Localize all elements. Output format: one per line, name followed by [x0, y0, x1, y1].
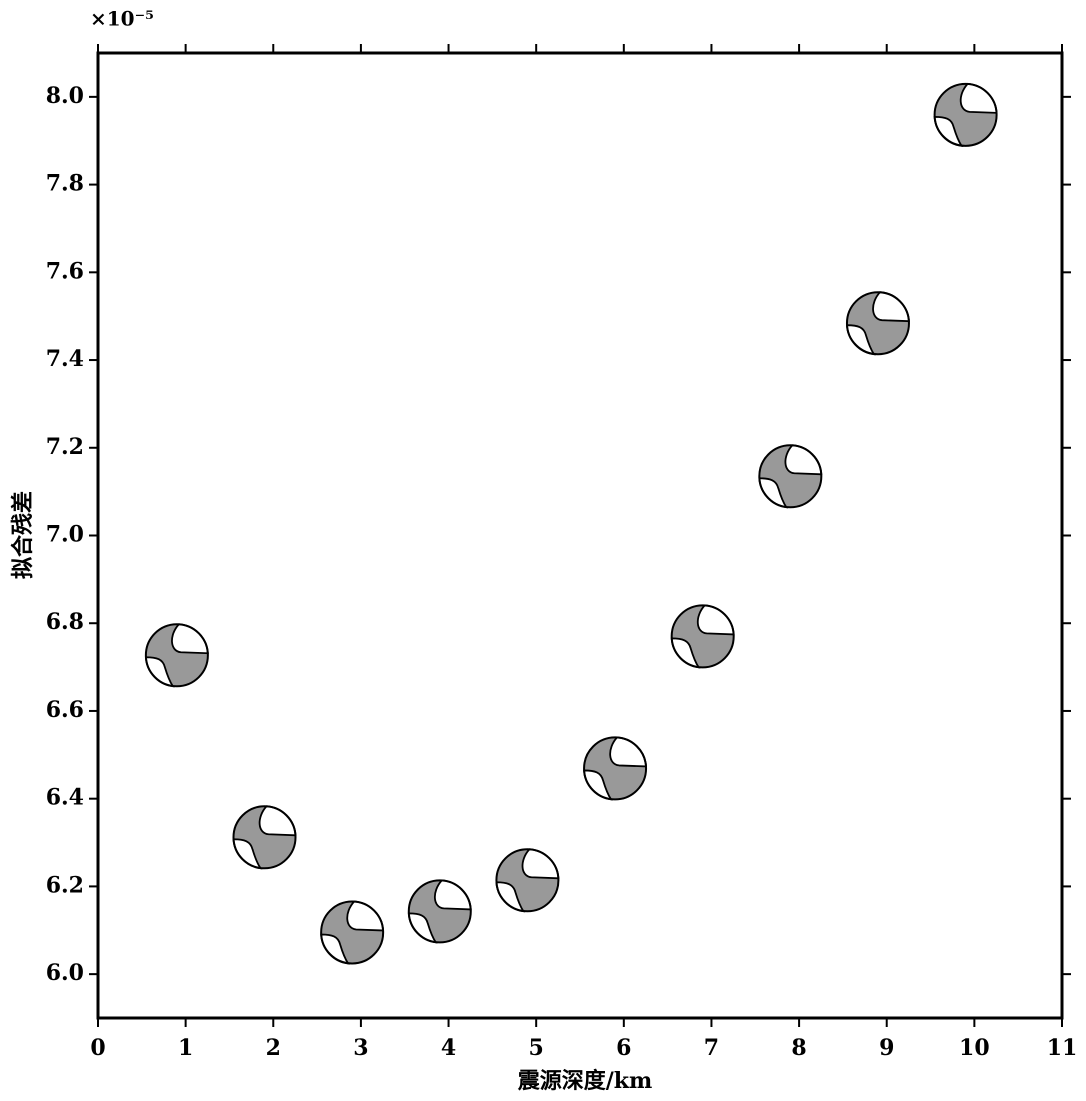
x-tick-label: 0	[90, 1035, 105, 1061]
beachball	[407, 879, 472, 944]
beachball	[232, 805, 297, 870]
beachball	[320, 900, 385, 965]
beachball-outline	[583, 736, 648, 801]
x-tick-label: 9	[879, 1035, 894, 1061]
x-tick-label: 2	[266, 1035, 281, 1061]
y-axis-title: 拟合残差	[10, 491, 36, 579]
y-tick-label: 7.4	[46, 346, 84, 372]
y-tick-label: 6.2	[46, 872, 84, 898]
x-tick-label: 4	[441, 1035, 456, 1061]
y-tick-label: 7.0	[46, 522, 84, 548]
x-tick-label: 1	[178, 1035, 193, 1061]
x-tick-label: 7	[704, 1035, 719, 1061]
x-tick-label: 3	[353, 1035, 368, 1061]
y-tick-label: 6.6	[46, 697, 84, 723]
y-tick-label: 7.2	[46, 434, 84, 460]
y-tick-label: 6.4	[46, 785, 84, 811]
beachball-outline	[670, 604, 735, 669]
beachball-outline	[144, 623, 209, 688]
beachball	[933, 82, 998, 147]
y-tick-label: 6.0	[46, 960, 84, 986]
beachball-outline	[232, 805, 297, 870]
beachball	[758, 444, 823, 509]
y-tick-label: 6.8	[46, 609, 84, 635]
y-tick-label: 7.6	[46, 258, 84, 284]
x-tick-label: 11	[1047, 1035, 1078, 1061]
y-tick-label: 8.0	[46, 83, 84, 109]
beachball	[670, 604, 735, 669]
x-tick-label: 8	[791, 1035, 806, 1061]
y-tick-label: 7.8	[46, 171, 84, 197]
beachball-outline	[495, 848, 560, 913]
x-axis-title: 震源深度/km	[518, 1068, 653, 1094]
beachball-outline	[758, 444, 823, 509]
beachball	[583, 736, 648, 801]
y-multiplier: ×10⁻⁵	[90, 7, 154, 31]
beachball	[495, 848, 560, 913]
beachball	[144, 623, 209, 688]
beachball-outline	[320, 900, 385, 965]
x-tick-label: 10	[959, 1035, 990, 1061]
x-tick-label: 6	[616, 1035, 631, 1061]
beachball-outline	[933, 82, 998, 147]
beachball-outline	[845, 291, 910, 356]
beachball	[845, 291, 910, 356]
x-tick-label: 5	[529, 1035, 544, 1061]
plot-frame	[96, 51, 1064, 1020]
beachball-outline	[407, 879, 472, 944]
